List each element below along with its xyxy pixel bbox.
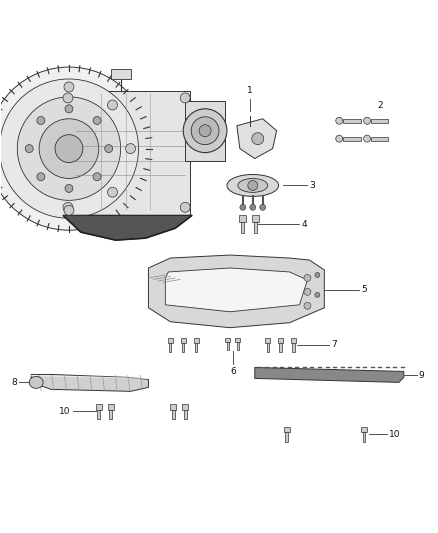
Text: 1: 1 [247,86,253,95]
Bar [182,343,184,352]
Circle shape [364,117,371,124]
Bar [61,91,190,215]
Bar [240,215,246,222]
Circle shape [64,205,74,215]
Bar [97,409,100,419]
Bar [371,136,389,141]
Bar [184,409,187,419]
Circle shape [315,272,320,278]
Bar [285,432,288,442]
Circle shape [25,144,33,152]
Bar [241,222,244,233]
Circle shape [180,203,190,212]
Circle shape [126,144,135,154]
Circle shape [93,173,101,181]
Text: 5: 5 [361,285,367,294]
Circle shape [364,135,371,142]
Circle shape [199,125,211,136]
Circle shape [17,97,120,200]
Circle shape [0,67,150,230]
Circle shape [64,82,74,92]
Ellipse shape [29,376,43,389]
Circle shape [250,204,256,211]
Bar [111,69,131,79]
Bar [235,337,240,342]
Circle shape [240,204,246,211]
Polygon shape [31,375,148,391]
Circle shape [304,274,311,281]
Bar [252,215,259,222]
Bar [170,404,176,409]
Circle shape [108,100,117,110]
Circle shape [315,293,320,297]
Polygon shape [148,255,324,328]
Circle shape [55,135,83,163]
Bar [343,119,360,123]
Circle shape [252,133,264,144]
Circle shape [183,109,227,152]
Circle shape [304,288,311,295]
Bar [194,337,198,343]
Text: 10: 10 [389,430,400,439]
Bar [227,342,229,350]
Ellipse shape [227,174,279,196]
Text: 7: 7 [331,340,337,349]
Text: 9: 9 [419,371,424,380]
Polygon shape [63,215,192,240]
Circle shape [336,135,343,142]
Bar [291,337,296,343]
Bar [108,404,114,409]
Bar [96,404,102,409]
Circle shape [65,105,73,113]
Polygon shape [255,367,404,382]
Circle shape [191,117,219,144]
Bar [169,343,171,352]
Ellipse shape [238,179,268,192]
Circle shape [63,203,73,212]
Circle shape [260,204,266,211]
Circle shape [248,181,258,190]
Bar [185,101,225,160]
Circle shape [336,117,343,124]
Bar [293,343,295,352]
Bar [265,337,270,343]
Bar [343,136,360,141]
Bar [283,427,290,432]
Bar [226,337,230,342]
Bar [182,404,188,409]
Text: 10: 10 [60,407,71,416]
Polygon shape [237,119,277,158]
Text: 4: 4 [301,220,307,229]
Circle shape [105,144,113,152]
Circle shape [37,173,45,181]
Circle shape [180,93,190,103]
Text: 8: 8 [11,378,17,387]
Circle shape [37,117,45,125]
Bar [278,337,283,343]
Bar [279,343,282,352]
Text: 2: 2 [377,101,383,110]
Bar [195,343,197,352]
Circle shape [65,184,73,192]
Circle shape [108,187,117,197]
Circle shape [63,93,73,103]
Bar [371,119,389,123]
Bar [254,222,258,233]
Bar [172,409,175,419]
Circle shape [39,119,99,179]
Bar [361,427,367,432]
Bar [237,342,239,350]
Text: 3: 3 [309,181,315,190]
Circle shape [93,117,101,125]
Bar [181,337,186,343]
Bar [267,343,269,352]
Text: 6: 6 [230,367,236,376]
Bar [110,409,112,419]
Bar [168,337,173,343]
Circle shape [304,302,311,309]
Bar [363,432,365,442]
Circle shape [0,79,138,218]
Polygon shape [165,268,307,312]
